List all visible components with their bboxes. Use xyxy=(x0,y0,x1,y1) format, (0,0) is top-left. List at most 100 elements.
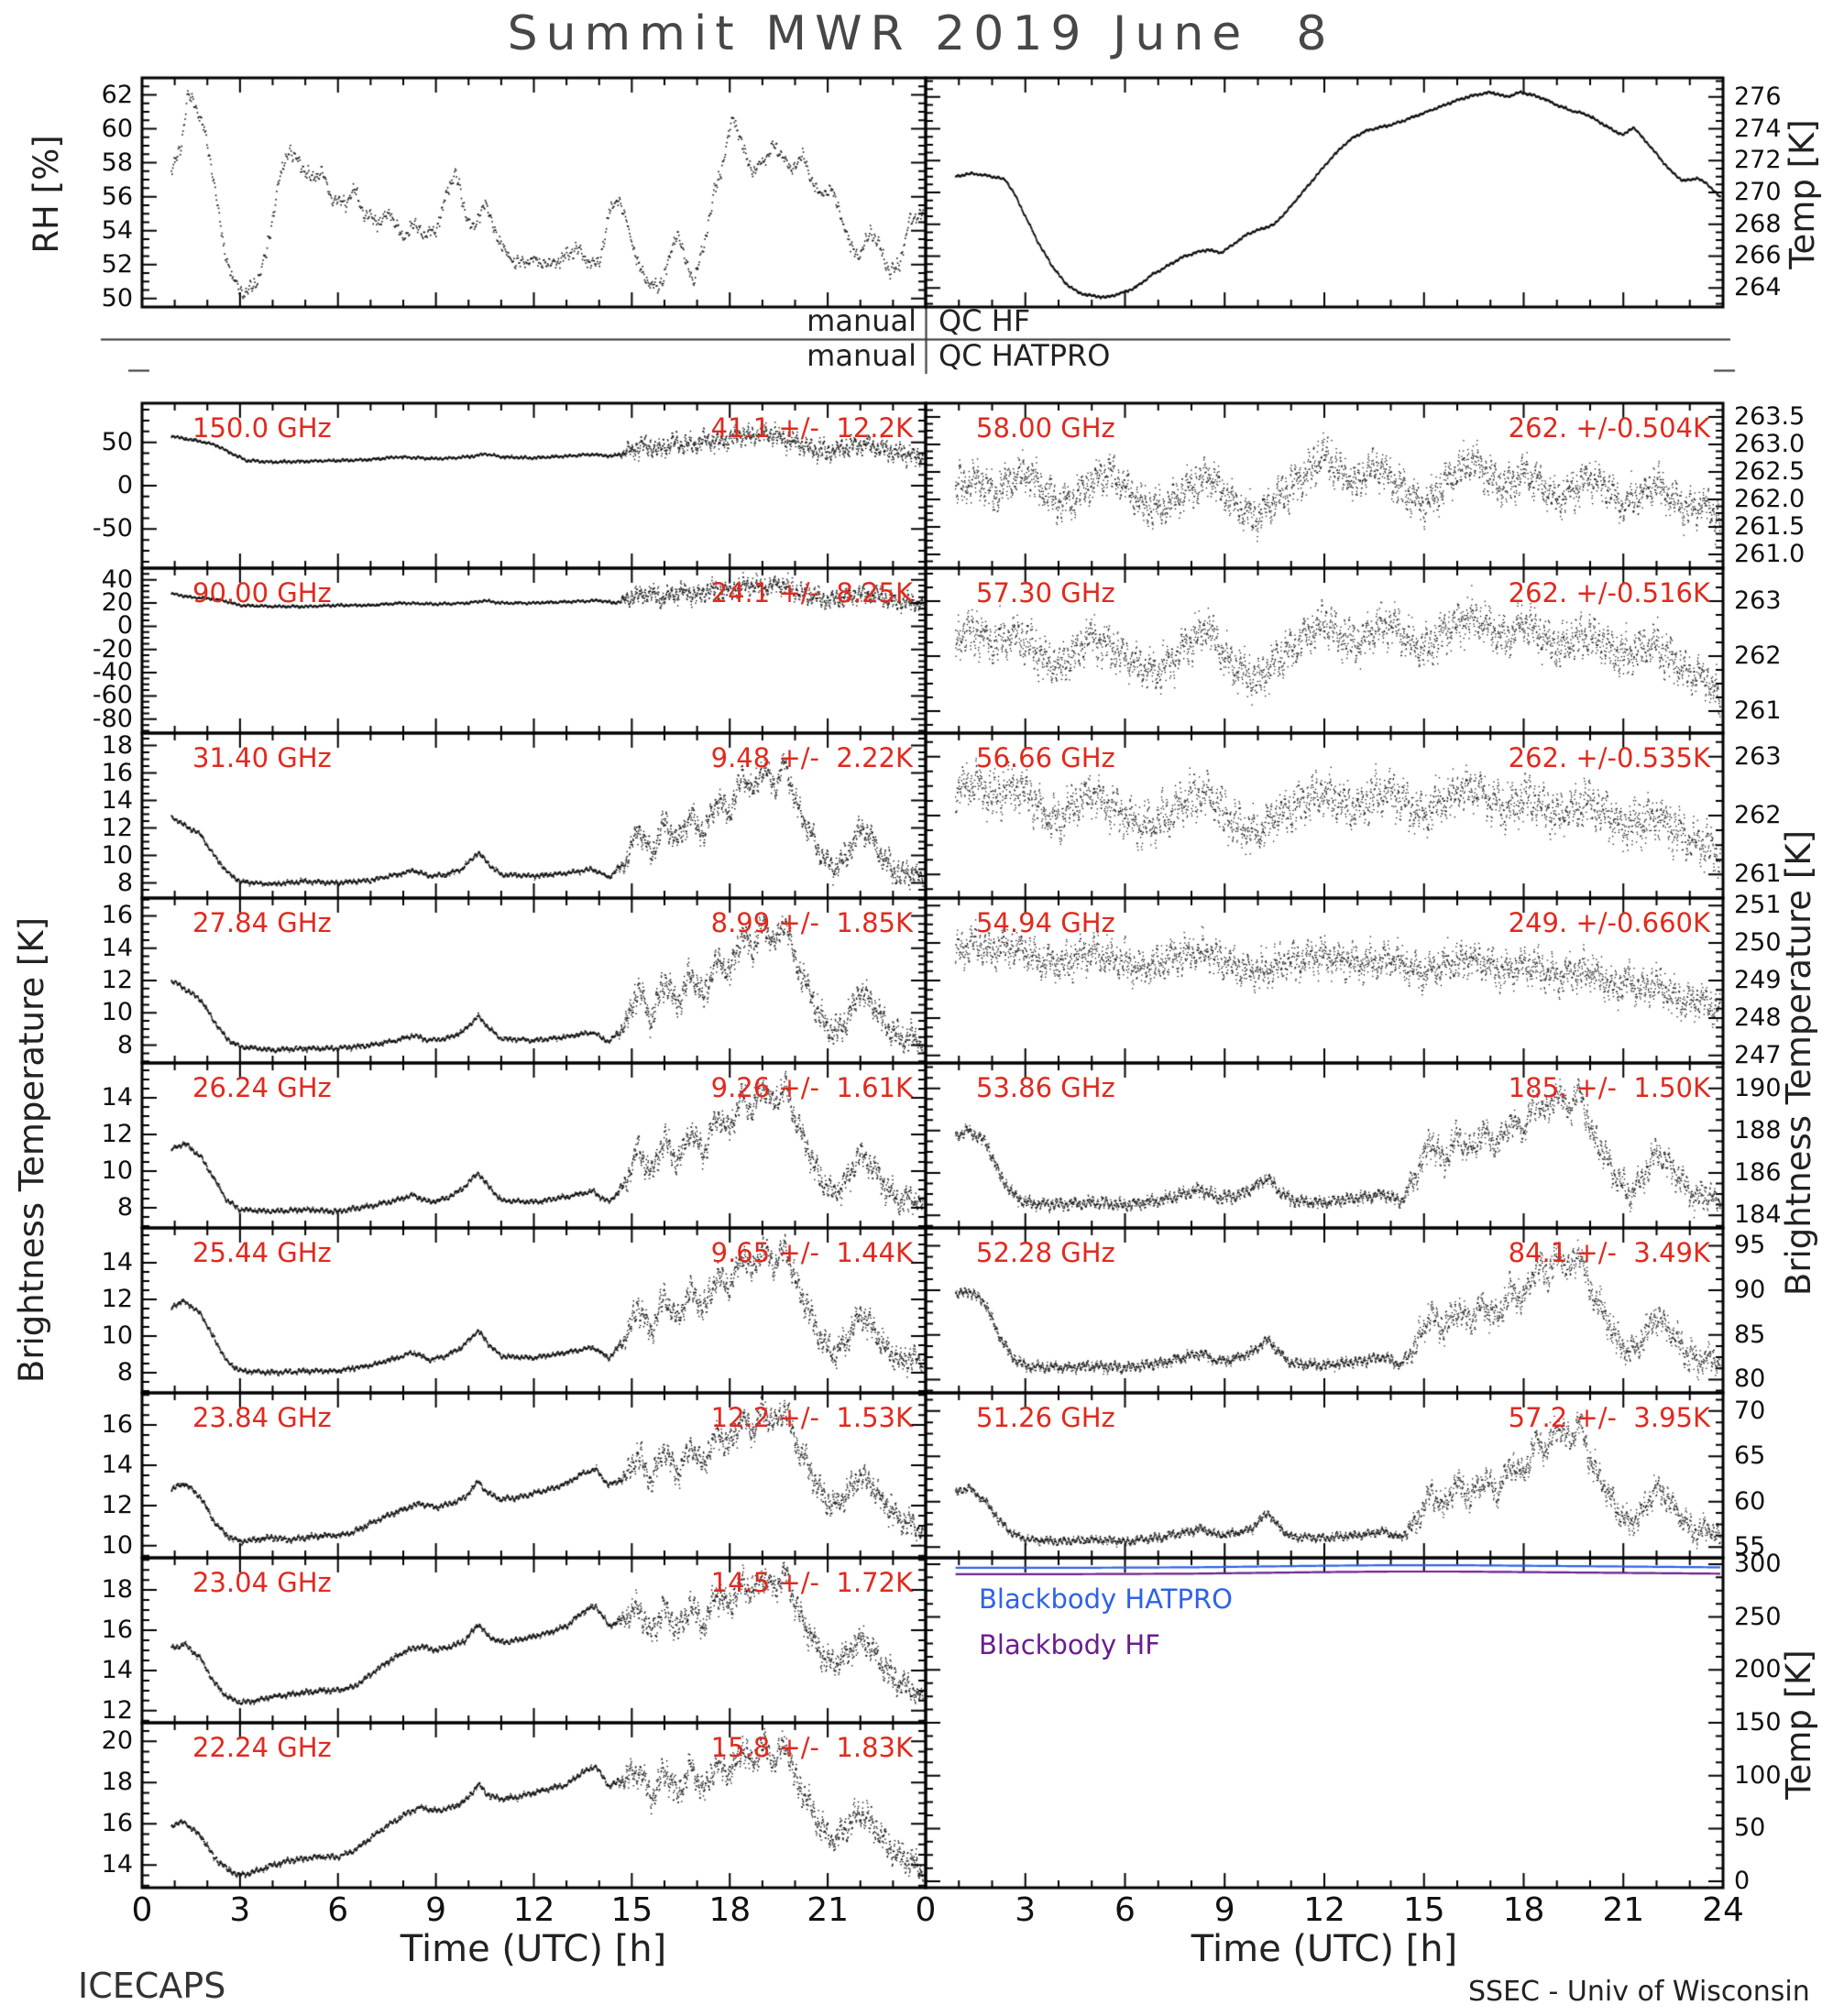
x-tick-label: 3 xyxy=(229,1891,251,1929)
y-tick-label: 262 xyxy=(1734,641,1782,670)
x-tick-label: 21 xyxy=(1602,1891,1645,1929)
panel-frequency-label: 57.30 GHz xyxy=(976,577,1115,608)
x-tick-label: 15 xyxy=(1402,1891,1445,1929)
x-tick-label: 3 xyxy=(1015,1891,1037,1929)
y-tick-label: 10 xyxy=(101,1530,133,1560)
panel-stat-label: 8.99 +/- 1.85K xyxy=(710,907,913,938)
panel-stat-label: 249. +/-0.660K xyxy=(1508,907,1710,938)
qc-manual-label-1: manual xyxy=(807,303,916,338)
x-tick-label: 9 xyxy=(425,1891,447,1929)
y-tick-label: 100 xyxy=(1734,1760,1782,1790)
y-tick-label: -40 xyxy=(92,657,133,686)
panel-stat-label: 41.1 +/- 12.2K xyxy=(710,412,913,444)
y-tick-label: 262 xyxy=(1734,800,1782,829)
panel-stat-label: 9.65 +/- 1.44K xyxy=(710,1237,913,1268)
y-tick-label: 150 xyxy=(1734,1707,1782,1737)
x-tick-label: 24 xyxy=(1702,1891,1744,1929)
y-tick-label: -80 xyxy=(92,704,133,733)
y-tick-label: -60 xyxy=(92,681,133,710)
y-tick-label: 12 xyxy=(101,1284,133,1313)
y-tick-label: 14 xyxy=(101,785,133,815)
y-tick-label: 50 xyxy=(101,427,133,456)
y-tick-label: 14 xyxy=(101,1850,133,1879)
y-tick-label: 12 xyxy=(101,1119,133,1148)
y-tick-label: -50 xyxy=(92,514,133,543)
panel-stat-label: 15.8 +/- 1.83K xyxy=(710,1732,913,1763)
x-tick-label: 15 xyxy=(610,1891,653,1929)
y-tick-label: 8 xyxy=(116,1192,133,1222)
legend-hf-label: Blackbody HF xyxy=(979,1629,1160,1660)
y-tick-label: 54 xyxy=(101,215,133,245)
y-tick-label: 276 xyxy=(1734,82,1782,111)
y-tick-label: 272 xyxy=(1734,146,1782,175)
y-tick-label: 261.0 xyxy=(1734,539,1806,568)
y-tick-label: 248 xyxy=(1734,1003,1782,1032)
panel-frequency-label: 53.86 GHz xyxy=(976,1072,1115,1103)
y-tick-label: 250 xyxy=(1734,927,1782,957)
panel-frequency-label: 23.84 GHz xyxy=(192,1402,332,1433)
y-tick-label: 65 xyxy=(1734,1441,1766,1471)
y-tick-label: 12 xyxy=(101,813,133,842)
y-tick-label: 261 xyxy=(1734,696,1782,725)
panel-stat-label: 84.1 +/- 3.49K xyxy=(1508,1237,1710,1268)
y-tick-label: 52 xyxy=(101,249,133,279)
y-tick-label: 12 xyxy=(101,1490,133,1519)
y-tick-label: 266 xyxy=(1734,241,1782,270)
y-tick-label: 16 xyxy=(101,901,133,930)
y-tick-label: 262.0 xyxy=(1734,484,1806,513)
y-tick-label: 12 xyxy=(101,1695,133,1725)
x-tick-label: 12 xyxy=(512,1891,555,1929)
y-tick-label: 249 xyxy=(1734,965,1782,994)
y-tick-label: 10 xyxy=(101,998,133,1027)
y-tick-label: 14 xyxy=(101,1247,133,1276)
y-tick-label: 12 xyxy=(101,965,133,994)
y-tick-label: 300 xyxy=(1734,1549,1782,1578)
panel-frequency-label: 26.24 GHz xyxy=(192,1072,332,1103)
y-tick-label: 10 xyxy=(101,1320,133,1350)
y-tick-label: 8 xyxy=(116,868,133,897)
y-tick-label: 251 xyxy=(1734,891,1782,919)
y-tick-label: 268 xyxy=(1734,209,1782,238)
panel-frequency-label: 150.0 GHz xyxy=(192,412,332,444)
figure-title: Summit MWR 2019 June 8 xyxy=(507,6,1335,61)
y-tick-label: 8 xyxy=(116,1357,133,1386)
y-tick-label: 274 xyxy=(1734,114,1782,143)
y-tick-label: 60 xyxy=(101,114,133,143)
x-tick-label: 18 xyxy=(1502,1891,1545,1929)
panel-frequency-label: 58.00 GHz xyxy=(976,412,1115,444)
temp-axis-label-top: Temp [K] xyxy=(1783,119,1822,269)
y-tick-label: 70 xyxy=(1734,1396,1766,1425)
y-tick-label: 263 xyxy=(1734,586,1782,615)
y-tick-label: 62 xyxy=(101,80,133,109)
panel-frequency-label: 51.26 GHz xyxy=(976,1402,1115,1433)
x-tick-label: 21 xyxy=(807,1891,850,1929)
panel-frequency-label: 22.24 GHz xyxy=(192,1732,332,1763)
y-tick-label: 270 xyxy=(1734,177,1782,206)
y-tick-label: 50 xyxy=(101,283,133,312)
y-tick-label: 85 xyxy=(1734,1320,1766,1349)
y-tick-label: 263.0 xyxy=(1734,429,1806,458)
panel-stat-label: 24.1 +/- 8.25K xyxy=(710,577,913,608)
brightness-temp-axis-label-right: Brightness Temperature [K] xyxy=(1779,829,1818,1297)
y-tick-label: 188 xyxy=(1734,1115,1782,1145)
panel-stat-label: 185. +/- 1.50K xyxy=(1508,1072,1710,1103)
x-tick-label: 6 xyxy=(1114,1891,1136,1929)
y-tick-label: 184 xyxy=(1734,1200,1782,1229)
y-tick-label: 16 xyxy=(101,758,133,787)
qc-hatpro-label: QC HATPRO xyxy=(938,338,1111,373)
y-tick-label: 90 xyxy=(1734,1275,1766,1304)
y-tick-label: 262.5 xyxy=(1734,456,1806,486)
temp-axis-label-bottom: Temp [K] xyxy=(1779,1649,1818,1800)
panel-frequency-label: 23.04 GHz xyxy=(192,1567,332,1598)
x-tick-label: 6 xyxy=(327,1891,349,1929)
y-tick-label: 263.5 xyxy=(1734,401,1806,431)
qc-manual-label-2: manual xyxy=(807,338,916,373)
panel-stat-label: 262. +/-0.516K xyxy=(1508,577,1710,608)
panel-frequency-label: 25.44 GHz xyxy=(192,1237,332,1268)
y-tick-label: 190 xyxy=(1734,1073,1782,1102)
y-tick-label: 14 xyxy=(101,1450,133,1479)
y-tick-label: 8 xyxy=(116,1030,133,1059)
footer-icecaps: ICECAPS xyxy=(78,1966,226,2006)
